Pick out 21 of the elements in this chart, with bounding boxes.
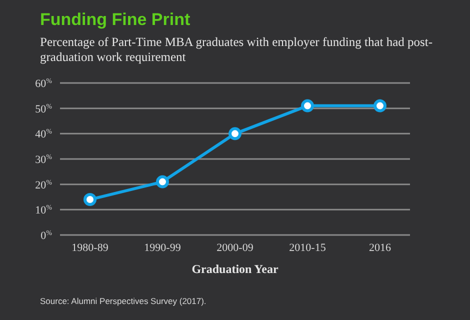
- x-tick-label: 1980-89: [72, 242, 109, 254]
- point: [84, 193, 96, 206]
- y-tick-label: 10$^{%}$: [35, 204, 52, 217]
- point: [301, 99, 314, 112]
- x-tick-label: 2010-15: [289, 242, 326, 254]
- y-tick-label: 20$^{%}$: [35, 178, 52, 192]
- chart-title: Funding Fine Print: [40, 10, 190, 30]
- x-tick-label: 2016: [369, 242, 392, 254]
- source-note: Source: Alumni Perspectives Survey (2017).: [40, 296, 206, 306]
- y-tick-label: 40$^{%}$: [35, 128, 52, 141]
- y-tick-label: 0$^{%}$: [40, 229, 52, 242]
- point: [374, 99, 386, 112]
- y-tick-label: 30$^{%}$: [35, 153, 52, 166]
- chart-subtitle: Percentage of Part-Time MBA graduates with employer funding that had post-graduation work requirement: [40, 35, 434, 65]
- x-axis-title: Graduation Year: [192, 262, 279, 276]
- point: [156, 175, 169, 188]
- y-tick-label: 50$^{%}$: [35, 102, 52, 116]
- x-tick-label: 2000-09: [216, 242, 254, 254]
- y-tick-label: 60$^{%}$: [35, 77, 52, 90]
- point: [228, 127, 242, 140]
- x-tick-label: 1990-99: [144, 242, 182, 254]
